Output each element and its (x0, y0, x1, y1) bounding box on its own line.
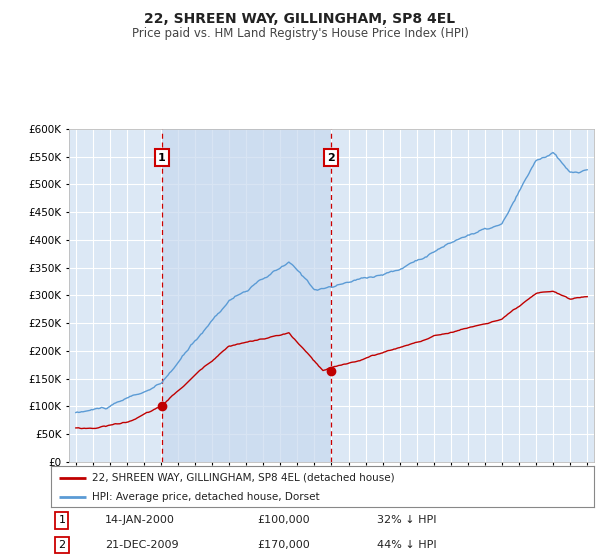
Text: £100,000: £100,000 (257, 515, 310, 525)
Text: 1: 1 (158, 153, 166, 162)
Bar (162, 129, 331, 462)
Text: Price paid vs. HM Land Registry's House Price Index (HPI): Price paid vs. HM Land Registry's House … (131, 27, 469, 40)
Text: 21-DEC-2009: 21-DEC-2009 (106, 540, 179, 550)
Text: 44% ↓ HPI: 44% ↓ HPI (377, 540, 436, 550)
Text: HPI: Average price, detached house, Dorset: HPI: Average price, detached house, Dors… (92, 492, 319, 502)
Text: 32% ↓ HPI: 32% ↓ HPI (377, 515, 436, 525)
Text: 1: 1 (58, 515, 65, 525)
Text: 22, SHREEN WAY, GILLINGHAM, SP8 4EL: 22, SHREEN WAY, GILLINGHAM, SP8 4EL (145, 12, 455, 26)
Text: 14-JAN-2000: 14-JAN-2000 (106, 515, 175, 525)
Text: 2: 2 (327, 153, 335, 162)
Text: 22, SHREEN WAY, GILLINGHAM, SP8 4EL (detached house): 22, SHREEN WAY, GILLINGHAM, SP8 4EL (det… (92, 473, 394, 483)
Text: 2: 2 (58, 540, 65, 550)
Text: £170,000: £170,000 (257, 540, 310, 550)
